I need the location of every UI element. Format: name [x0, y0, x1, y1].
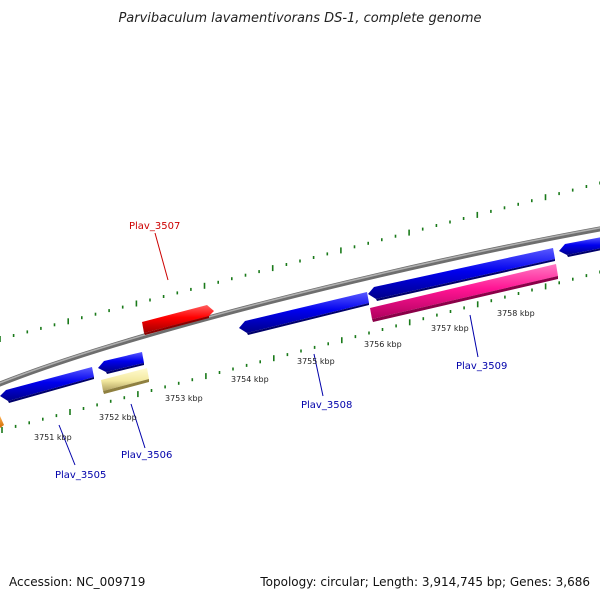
inner-tick-row [1, 270, 600, 433]
tick-labels: 3751 kbp 3752 kbp 3753 kbp 3754 kbp 3755… [34, 309, 535, 442]
gene-feature-blue-long[interactable] [368, 248, 555, 301]
accession-text: Accession: NC_009719 [9, 575, 145, 589]
gene-feature-blue-edge[interactable] [559, 237, 600, 257]
tick-label-3751: 3751 kbp [34, 433, 72, 442]
gene-label-plav-3509[interactable]: Plav_3509 [456, 361, 507, 372]
gene-feature-plav-3507[interactable] [142, 305, 214, 335]
genome-backbone [0, 226, 600, 387]
gene-features-reverse [0, 237, 600, 403]
gene-label-plav-3507[interactable]: Plav_3507 [129, 221, 180, 232]
tick-label-3752: 3752 kbp [99, 413, 137, 422]
tick-label-3758: 3758 kbp [497, 309, 535, 318]
genome-summary-text: Topology: circular; Length: 3,914,745 bp… [259, 575, 590, 589]
tick-label-3754: 3754 kbp [231, 375, 269, 384]
tick-label-3755: 3755 kbp [297, 357, 335, 366]
gene-labels: Plav_3507 Plav_3505 Plav_3506 Plav_3508 … [55, 221, 507, 481]
tick-label-3757: 3757 kbp [431, 324, 469, 333]
outer-tick-row [0, 181, 600, 342]
gene-feature-orange-edge[interactable] [0, 416, 4, 428]
map-title: Parvibaculum lavamentivorans DS-1, compl… [118, 11, 481, 26]
gene-label-plav-3505[interactable]: Plav_3505 [55, 470, 106, 481]
gene-feature-plav-3508[interactable] [239, 292, 369, 335]
gene-feature-plav-3509[interactable] [370, 264, 558, 322]
gene-feature-plav-3506[interactable] [101, 368, 149, 394]
gene-feature-plav-3505[interactable] [0, 367, 94, 403]
tick-label-3756: 3756 kbp [364, 340, 402, 349]
genome-backbone-highlight [0, 227, 600, 384]
gene-label-plav-3508[interactable]: Plav_3508 [301, 400, 352, 411]
tick-label-3753: 3753 kbp [165, 394, 203, 403]
gene-feature-blue-small[interactable] [98, 352, 144, 374]
gene-label-plav-3506[interactable]: Plav_3506 [121, 450, 172, 461]
gene-label-leaders [58, 232, 479, 466]
